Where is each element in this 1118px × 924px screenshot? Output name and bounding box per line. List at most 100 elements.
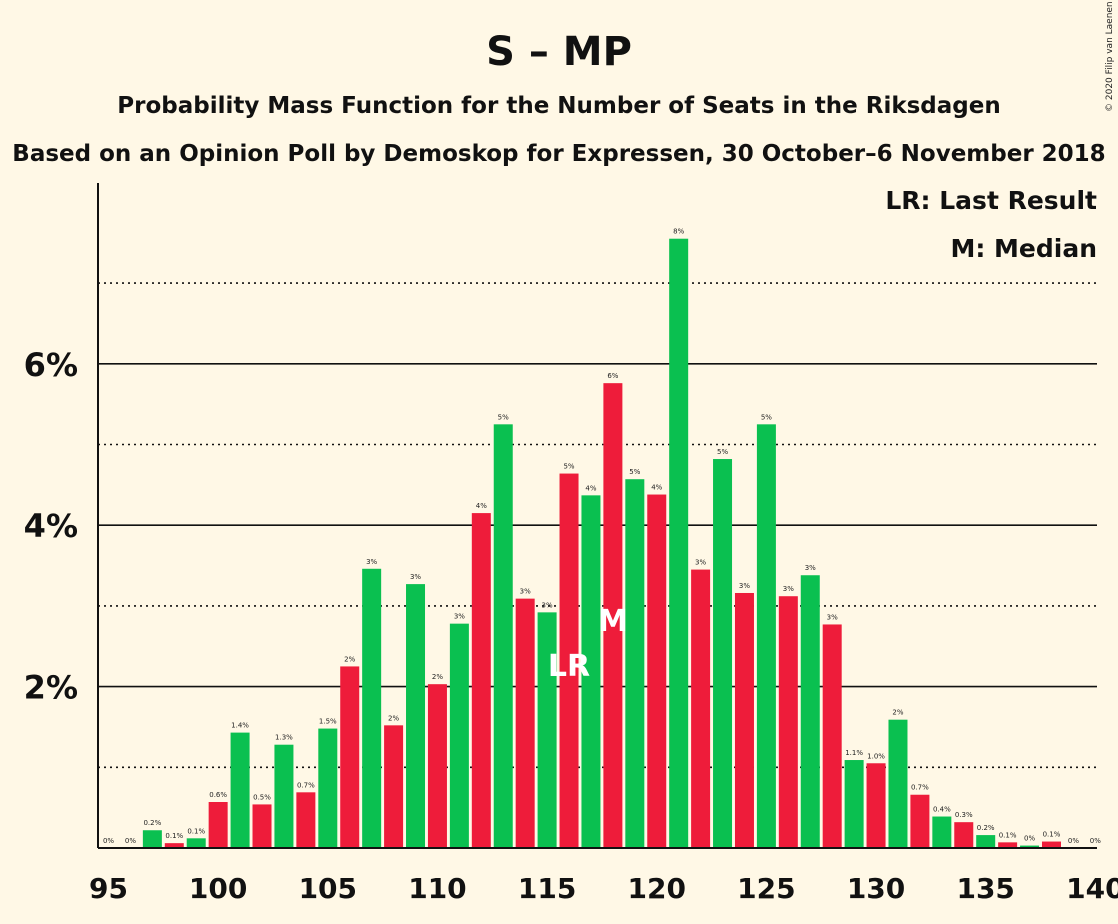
value-label-113: 5% [498, 413, 509, 421]
bar-99 [186, 838, 206, 848]
value-label-101: 1.4% [231, 722, 249, 730]
value-label-135: 0.2% [977, 824, 995, 832]
value-label-132: 0.7% [911, 784, 929, 792]
value-label-125: 5% [761, 413, 772, 421]
value-label-121: 8% [673, 228, 684, 236]
value-label-99: 0.1% [187, 827, 205, 835]
value-label-104: 0.7% [297, 781, 315, 789]
value-label-116: 5% [563, 463, 574, 471]
value-label-111: 3% [454, 613, 465, 621]
value-label-102: 0.5% [253, 793, 271, 801]
value-label-130: 1.0% [867, 752, 885, 760]
copyright-text: © 2020 Filip van Laenen [1105, 1, 1115, 112]
x-tick-label-135: 135 [956, 872, 1014, 905]
bar-112 [471, 513, 491, 848]
x-tick-label-110: 110 [408, 872, 466, 905]
bar-103 [274, 744, 294, 848]
last-result-marker: LR [548, 649, 590, 684]
bar-138 [1041, 841, 1061, 848]
value-label-133: 0.4% [933, 806, 951, 814]
bar-123 [713, 459, 733, 848]
bar-122 [691, 569, 711, 848]
x-tick-label-105: 105 [299, 872, 357, 905]
value-label-129: 1.1% [845, 749, 863, 757]
bar-129 [844, 760, 864, 848]
value-label-107: 3% [366, 558, 377, 566]
y-tick-label-4: 4% [24, 507, 78, 545]
value-label-110: 2% [432, 673, 443, 681]
bar-104 [296, 792, 316, 848]
value-label-98: 0.1% [165, 832, 183, 840]
value-label-122: 3% [695, 559, 706, 567]
value-label-97: 0.2% [143, 819, 161, 827]
bar-100 [208, 802, 228, 848]
bar-109 [406, 584, 426, 848]
bar-130 [866, 763, 886, 848]
value-label-100: 0.6% [209, 791, 227, 799]
legend-median: M: Median [950, 234, 1097, 263]
value-label-119: 5% [629, 468, 640, 476]
value-label-95: 0% [103, 837, 114, 845]
bar-113 [493, 424, 513, 848]
value-label-112: 4% [476, 502, 487, 510]
y-tick-label-6: 6% [24, 346, 78, 384]
bar-132 [910, 794, 930, 848]
bar-107 [362, 568, 382, 848]
bars-group [142, 238, 1061, 849]
markers-group: LRM [548, 604, 628, 684]
value-label-131: 2% [892, 709, 903, 717]
bar-131 [888, 719, 908, 848]
chart-title: S – MP [486, 29, 632, 75]
bar-114 [515, 598, 535, 848]
bar-136 [998, 842, 1018, 848]
bar-97 [142, 830, 162, 848]
value-label-140: 0% [1090, 837, 1101, 845]
bar-124 [734, 592, 754, 848]
bar-116 [559, 473, 579, 848]
value-label-109: 3% [410, 573, 421, 581]
bar-98 [164, 843, 184, 848]
x-tick-label-120: 120 [628, 872, 686, 905]
bar-121 [669, 238, 689, 849]
value-label-106: 2% [344, 655, 355, 663]
bar-105 [318, 728, 338, 848]
value-label-117: 4% [585, 484, 596, 492]
bar-111 [449, 623, 469, 848]
value-label-115: 3% [542, 601, 553, 609]
bar-118 [603, 383, 623, 848]
bar-125 [756, 424, 776, 848]
value-label-105: 1.5% [319, 718, 337, 726]
value-label-103: 1.3% [275, 734, 293, 742]
value-label-96: 0% [125, 837, 136, 845]
value-label-126: 3% [783, 585, 794, 593]
median-marker: M [598, 604, 628, 639]
x-tick-label-125: 125 [737, 872, 795, 905]
value-label-127: 3% [805, 564, 816, 572]
x-tick-label-95: 95 [89, 872, 128, 905]
value-label-118: 6% [607, 372, 618, 380]
bar-108 [384, 725, 404, 848]
value-label-138: 0.1% [1043, 831, 1061, 839]
bar-133 [932, 816, 952, 848]
bar-110 [427, 684, 447, 848]
bar-127 [800, 575, 820, 848]
value-label-124: 3% [739, 582, 750, 590]
bar-135 [976, 835, 996, 848]
value-label-120: 4% [651, 484, 662, 492]
bar-101 [230, 732, 250, 848]
value-label-139: 0% [1068, 837, 1079, 845]
chart-subtitle-1: Probability Mass Function for the Number… [117, 93, 1000, 119]
x-tick-label-130: 130 [847, 872, 905, 905]
value-label-134: 0.3% [955, 811, 973, 819]
x-tick-label-115: 115 [518, 872, 576, 905]
bar-134 [954, 822, 974, 848]
value-label-136: 0.1% [999, 831, 1017, 839]
x-tick-label-140: 140 [1066, 872, 1118, 905]
x-tick-label-100: 100 [189, 872, 247, 905]
bar-106 [340, 666, 360, 848]
bar-115 [537, 612, 557, 848]
value-label-123: 5% [717, 448, 728, 456]
value-label-114: 3% [520, 588, 531, 596]
chart-subtitle-2: Based on an Opinion Poll by Demoskop for… [12, 141, 1105, 167]
